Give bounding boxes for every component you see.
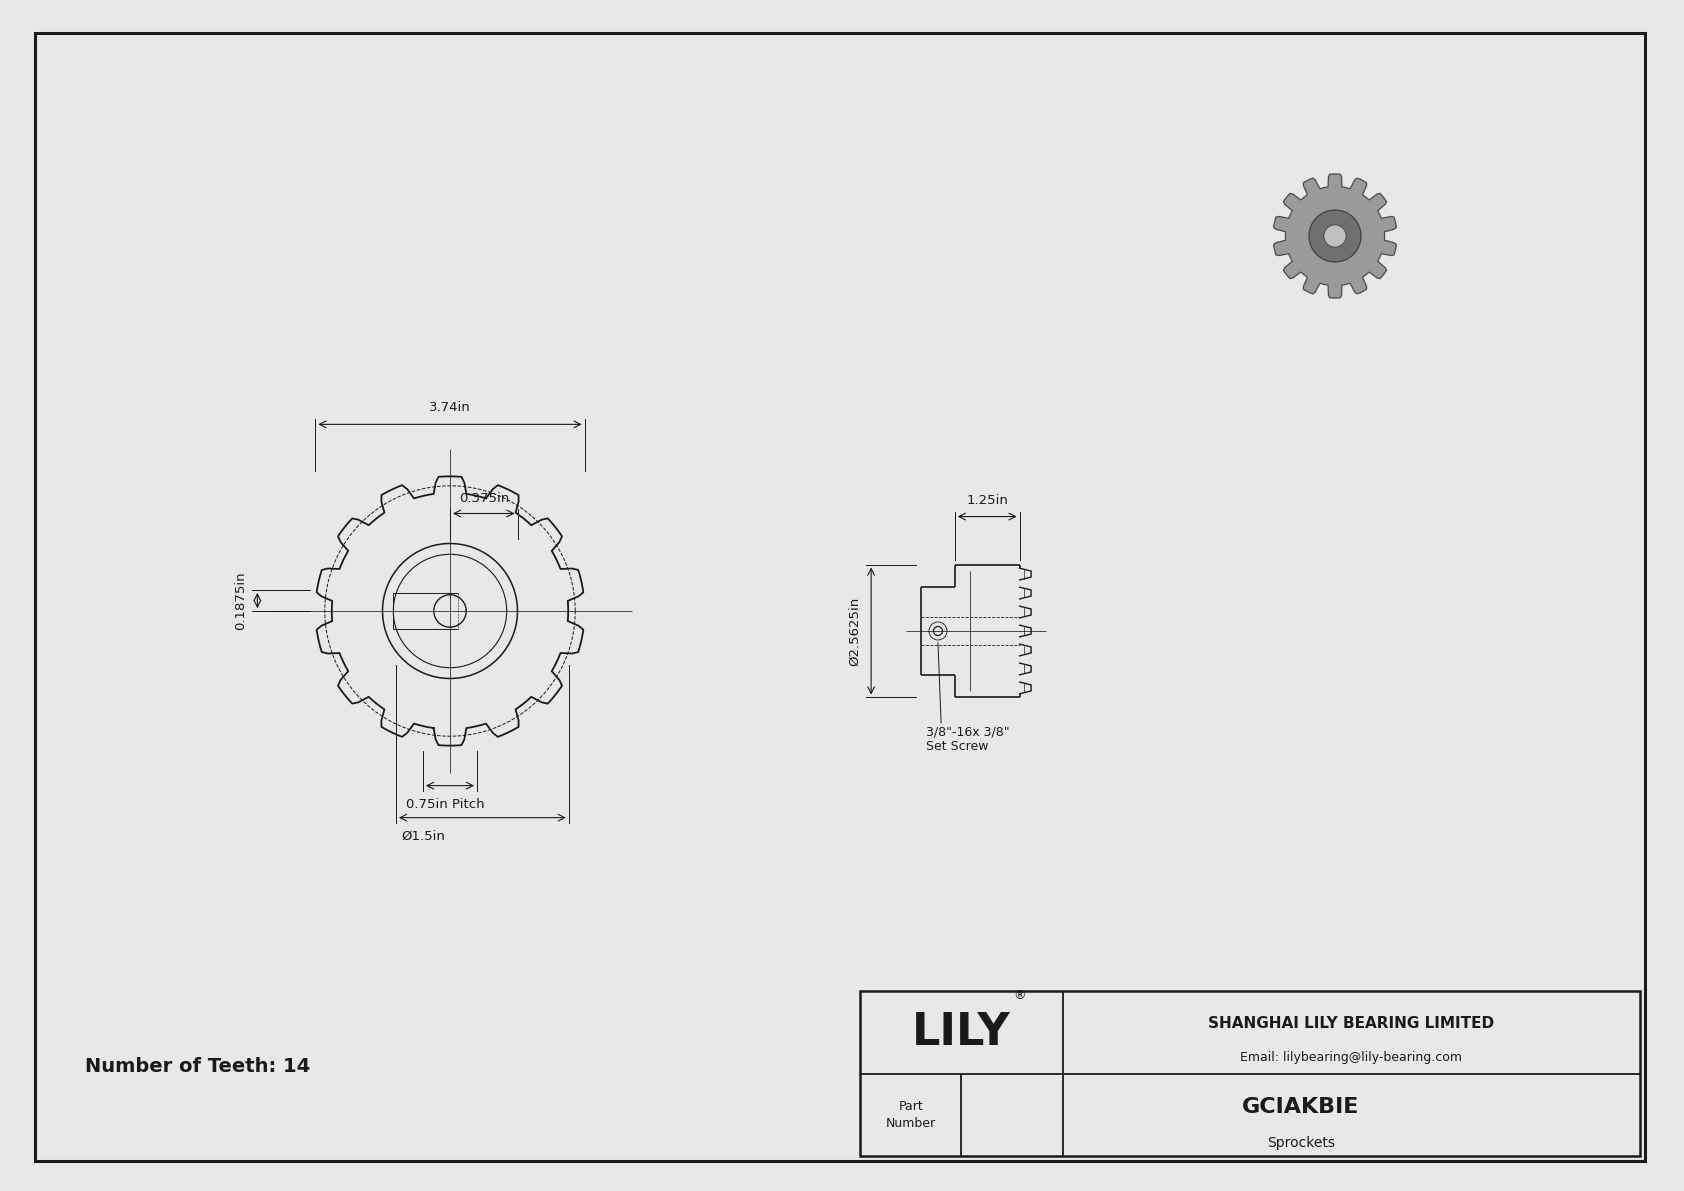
Text: 0.375in: 0.375in: [458, 492, 509, 505]
Text: Part
Number: Part Number: [886, 1099, 936, 1130]
Text: 0.75in Pitch: 0.75in Pitch: [406, 798, 485, 811]
Text: 3/8"-16x 3/8"
Set Screw: 3/8"-16x 3/8" Set Screw: [926, 725, 1010, 754]
Text: SHANGHAI LILY BEARING LIMITED: SHANGHAI LILY BEARING LIMITED: [1209, 1016, 1494, 1031]
Text: 1.25in: 1.25in: [967, 493, 1009, 506]
Text: Email: lilybearing@lily-bearing.com: Email: lilybearing@lily-bearing.com: [1241, 1050, 1462, 1064]
Text: GCIAKBIE: GCIAKBIE: [1243, 1097, 1359, 1117]
Text: 3.74in: 3.74in: [429, 401, 472, 414]
Text: Ø2.5625in: Ø2.5625in: [849, 597, 861, 666]
Text: LILY: LILY: [913, 1011, 1010, 1054]
Circle shape: [1308, 210, 1361, 262]
Text: 0.1875in: 0.1875in: [234, 572, 248, 630]
Circle shape: [1324, 225, 1346, 248]
Bar: [861, 991, 1640, 1156]
Polygon shape: [1273, 174, 1396, 298]
Text: ®: ®: [1014, 990, 1026, 1003]
Text: Sprockets: Sprockets: [1266, 1136, 1335, 1149]
Text: Number of Teeth: 14: Number of Teeth: 14: [84, 1056, 310, 1075]
Text: Ø1.5in: Ø1.5in: [401, 830, 445, 843]
